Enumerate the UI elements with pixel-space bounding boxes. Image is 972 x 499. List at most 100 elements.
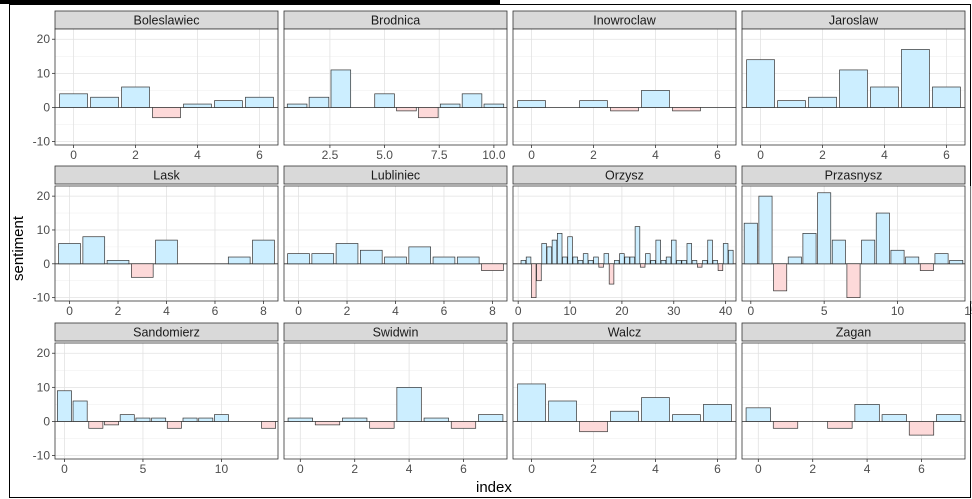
bar — [707, 239, 713, 265]
facet-title: Lubliniec — [371, 169, 420, 183]
bar — [432, 256, 456, 265]
bar — [846, 263, 861, 298]
bar — [686, 243, 693, 265]
bar — [672, 414, 701, 422]
panel-background — [513, 343, 736, 459]
bar — [245, 96, 274, 108]
bar — [593, 256, 599, 265]
bar — [697, 263, 703, 268]
x-tick-label: 0 — [528, 462, 535, 476]
bar — [777, 100, 806, 108]
bar — [610, 410, 639, 422]
bar — [608, 263, 615, 285]
bar — [119, 414, 135, 422]
bar — [932, 86, 961, 108]
panel-border — [741, 185, 966, 302]
y-tick-label: 20 — [37, 32, 51, 46]
bar — [588, 260, 594, 265]
bar — [934, 253, 949, 265]
bar — [57, 390, 72, 422]
x-tick-label: 4 — [864, 462, 871, 476]
bar — [641, 397, 670, 422]
x-tick-label: 10 — [891, 304, 905, 318]
bar — [703, 404, 732, 422]
bar — [634, 226, 641, 265]
bar — [870, 86, 899, 108]
bar — [198, 417, 214, 422]
bar — [745, 407, 771, 422]
bar — [104, 421, 119, 426]
y-tick-label: 20 — [37, 189, 51, 203]
bar — [671, 239, 677, 265]
facet-strip — [741, 165, 966, 185]
bar — [335, 243, 359, 265]
x-tick-label: 0 — [755, 462, 762, 476]
bar — [155, 239, 178, 265]
panel-border — [512, 185, 737, 302]
y-tick-label: 20 — [37, 346, 51, 360]
bar — [817, 192, 832, 265]
bar — [665, 256, 672, 265]
x-tick-label: 7.5 — [431, 148, 448, 162]
x-tick-label: 6 — [714, 148, 721, 162]
facet-strip — [54, 322, 279, 342]
bar — [546, 246, 552, 265]
bar — [650, 260, 656, 265]
bar — [556, 233, 563, 265]
bar — [182, 417, 198, 422]
bar — [936, 414, 962, 422]
bar — [582, 253, 589, 265]
bar — [772, 421, 799, 429]
x-tick-label: 10 — [563, 304, 577, 318]
bar — [439, 103, 461, 108]
x-tick-label: 4 — [652, 148, 659, 162]
panel-border — [741, 342, 966, 460]
bar — [121, 86, 150, 108]
bar — [461, 93, 483, 108]
facet-strip — [512, 322, 737, 342]
x-axis-label: index — [476, 479, 512, 496]
x-tick-label: 4 — [652, 462, 659, 476]
facet-title: Zagan — [836, 326, 871, 340]
panel-background — [55, 343, 278, 459]
bar — [166, 421, 182, 429]
x-tick-label: 4 — [392, 304, 399, 318]
bar — [802, 233, 817, 265]
bar — [691, 260, 698, 265]
x-tick-label: 6 — [918, 462, 925, 476]
panel-background — [284, 343, 507, 459]
y-tick-label: 10 — [37, 380, 51, 394]
bar — [396, 107, 417, 112]
bar — [728, 249, 734, 265]
x-tick-label: 4 — [194, 148, 201, 162]
x-tick-label: 20 — [615, 304, 629, 318]
bar — [875, 212, 890, 265]
bar — [645, 253, 651, 265]
bar — [520, 260, 527, 265]
x-tick-label: 40 — [719, 304, 733, 318]
bar — [676, 260, 682, 265]
facet-title: Inowroclaw — [593, 14, 656, 28]
bar — [949, 260, 964, 265]
x-tick-label: 5 — [821, 304, 828, 318]
bar — [478, 414, 504, 422]
bar — [396, 387, 422, 422]
bar — [722, 243, 729, 265]
bar — [787, 256, 802, 265]
bar — [135, 417, 151, 422]
x-tick-label: 2 — [115, 304, 122, 318]
bar — [483, 103, 505, 108]
bar — [562, 256, 568, 265]
panel-background — [513, 186, 736, 301]
x-tick-label: 6 — [441, 304, 448, 318]
y-tick-label: 0 — [43, 257, 50, 271]
bar — [72, 400, 88, 422]
y-tick-label: 10 — [37, 223, 51, 237]
bar — [214, 100, 243, 108]
panel-border — [54, 342, 279, 460]
x-tick-label: 0 — [70, 148, 77, 162]
facet-title: Orzysz — [605, 169, 644, 183]
bar — [890, 249, 905, 265]
panel-background — [742, 343, 965, 459]
bar — [517, 100, 546, 108]
